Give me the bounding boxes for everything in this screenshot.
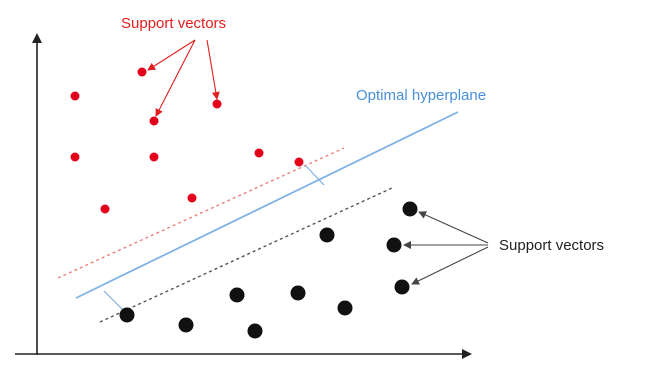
support-vectors-top-arrows <box>147 39 220 117</box>
black-point <box>386 237 402 253</box>
margin-line-red <box>57 147 345 279</box>
black-point <box>178 317 194 333</box>
margin-connector-red <box>304 164 325 186</box>
red-point <box>187 193 197 203</box>
callout-arrow <box>418 211 489 244</box>
red-point <box>70 91 80 101</box>
red-point <box>294 157 304 167</box>
black-point <box>402 201 418 217</box>
red-point <box>212 99 222 109</box>
support-vectors-right-label: Support vectors <box>499 237 604 254</box>
red-point <box>149 152 159 162</box>
red-point <box>149 116 159 126</box>
callout-arrow <box>206 39 220 100</box>
callout-arrow <box>155 39 196 117</box>
red-point <box>70 152 80 162</box>
black-class-points <box>119 201 418 339</box>
black-point <box>229 287 245 303</box>
black-point <box>394 279 410 295</box>
black-point <box>119 307 135 323</box>
red-point <box>100 204 110 214</box>
callout-arrow <box>147 39 196 71</box>
red-class-points <box>70 67 304 214</box>
callout-arrow <box>411 246 489 285</box>
support-vectors-right-arrows <box>403 211 489 285</box>
black-point <box>337 300 353 316</box>
black-point <box>290 285 306 301</box>
margin-connector-black <box>103 290 125 312</box>
support-vectors-top-label: Support vectors <box>121 15 226 32</box>
red-point <box>254 148 264 158</box>
black-point <box>247 323 263 339</box>
optimal-hyperplane-label: Optimal hyperplane <box>356 87 486 104</box>
red-point <box>137 67 147 77</box>
black-point <box>319 227 335 243</box>
optimal-hyperplane-line <box>75 111 459 299</box>
